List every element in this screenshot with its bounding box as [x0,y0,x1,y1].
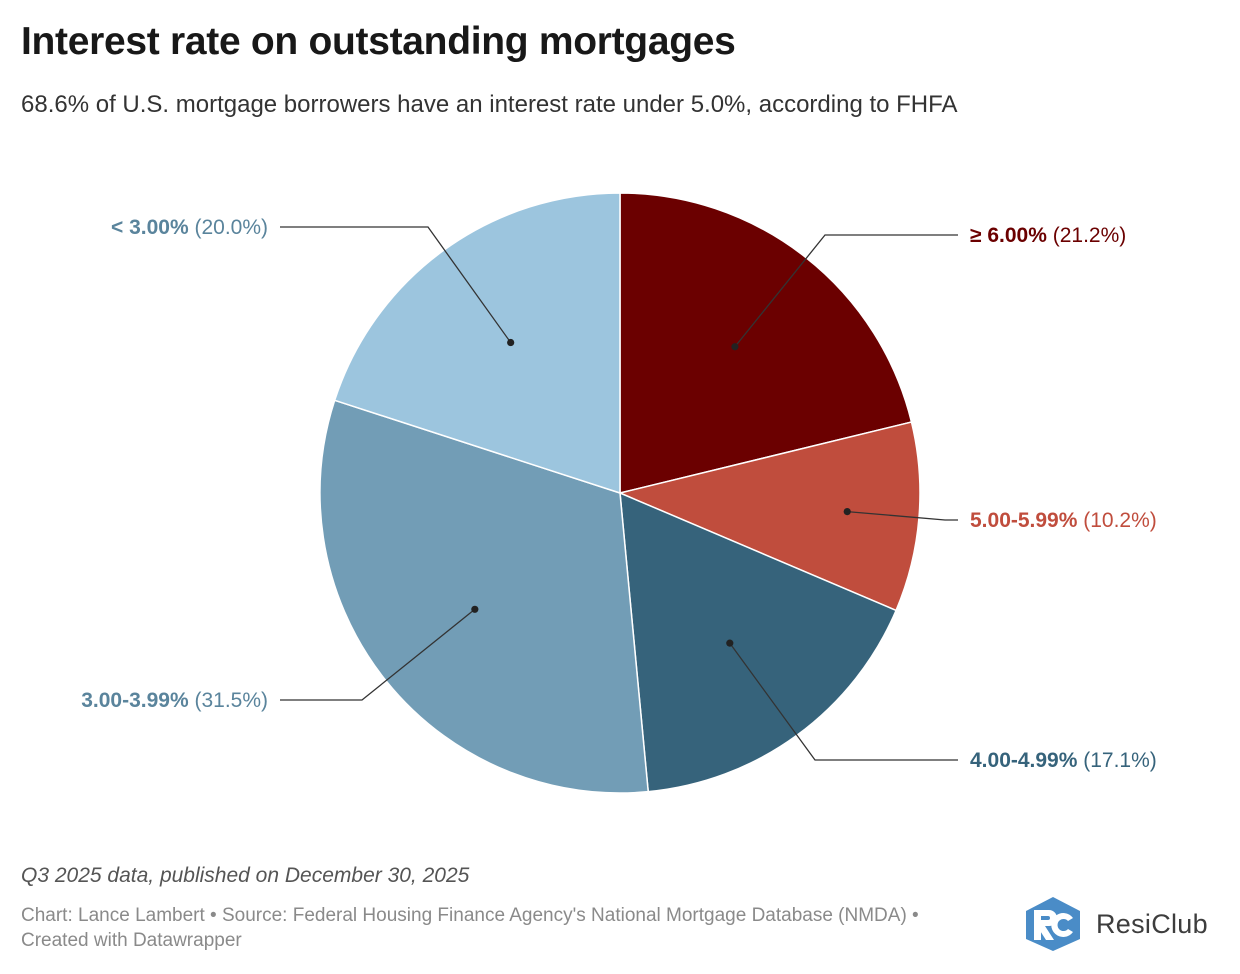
leader-dot-5-00-5-99 [843,508,851,516]
source-credit: Chart: Lance Lambert • Source: Federal H… [21,905,919,951]
chart-subtitle: 68.6% of U.S. mortgage borrowers have an… [21,91,958,118]
slice-label-name: 3.00-3.99% [81,689,194,712]
leader-line-4-00-4-99 [729,642,958,761]
slice-label-value: (10.2%) [1083,509,1157,532]
leader-line-3-00 [280,226,512,343]
slice-label-name: 5.00-5.99% [970,509,1083,532]
slice-label-name: 4.00-4.99% [970,749,1083,772]
leader-dot-3-00 [507,338,515,347]
resiclub-logo-text: ResiClub [1096,908,1208,939]
leader-dot-4-00-4-99 [726,639,734,647]
pie-slice-3-00 [333,192,621,495]
data-note: Q3 2025 data, published on December 30, … [21,864,470,887]
leader-dot-6-00 [731,343,739,351]
resiclub-logo-icon [1026,897,1080,951]
leader-dot-3-00-3-99 [471,605,479,613]
slice-label-name: ≥ 6.00% [970,224,1053,247]
slice-label-value: (20.0%) [194,216,268,239]
leader-line-5-00-5-99 [847,510,958,521]
slice-label-value: (31.5%) [194,689,268,712]
slice-label-4-00-4-99: 4.00-4.99% (17.1%) [970,749,1157,772]
slice-label-value: (17.1%) [1083,749,1157,772]
slice-label-3-00: < 3.00% (20.0%) [111,216,268,239]
chart-title: Interest rate on outstanding mortgages [21,20,736,63]
slice-label-5-00-5-99: 5.00-5.99% (10.2%) [970,509,1157,532]
slice-label-name: < 3.00% [111,216,194,239]
leader-line-6-00 [734,234,958,348]
slice-label-value: (21.2%) [1053,224,1127,247]
resiclub-logo: ResiClub [1024,896,1208,952]
slice-label-3-00-3-99: 3.00-3.99% (31.5%) [81,689,268,712]
pie-slice-6-00 [619,192,913,494]
leader-line-3-00-3-99 [280,608,476,701]
slice-label-6-00: ≥ 6.00% (21.2%) [970,224,1126,247]
